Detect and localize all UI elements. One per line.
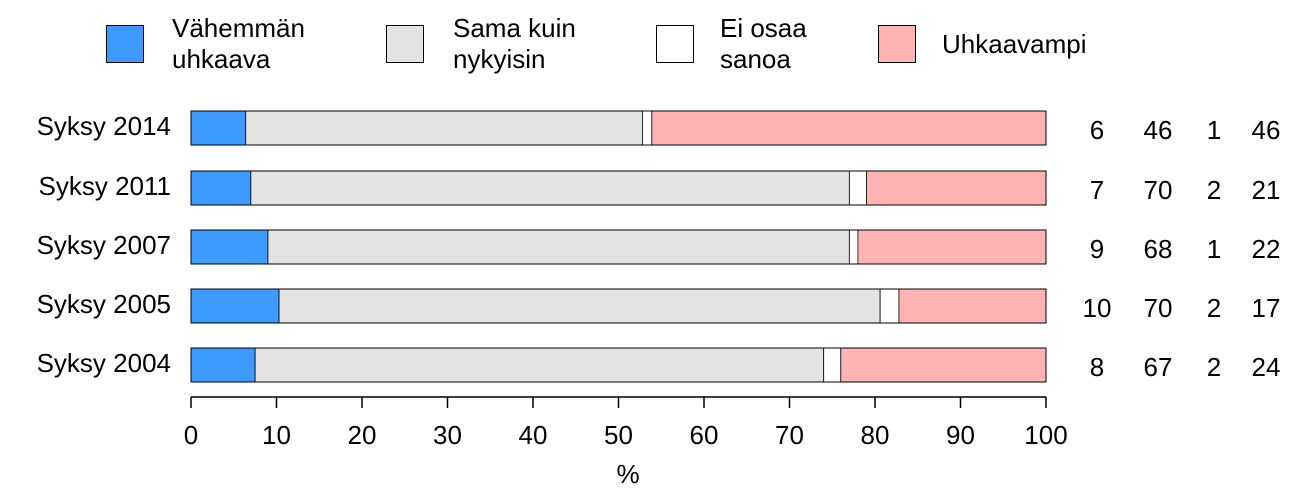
bar-segment [278, 288, 881, 324]
bar-segment [190, 347, 256, 383]
bar-segment [267, 229, 850, 265]
value-label: 22 [1252, 234, 1281, 264]
value-label: 21 [1252, 175, 1281, 205]
value-label: 7 [1090, 175, 1104, 205]
x-tick-label: 50 [604, 420, 633, 450]
x-tick-label: 0 [184, 420, 198, 450]
value-label: 6 [1090, 115, 1104, 145]
bar-segment [245, 110, 643, 146]
bar-segment [651, 110, 1047, 146]
y-tick-label: Syksy 2011 [39, 171, 171, 201]
bar-segment [642, 110, 653, 146]
legend-swatch [656, 25, 694, 63]
bar-segment [190, 288, 280, 324]
y-tick-label: Syksy 2005 [37, 289, 171, 319]
bar-segment [898, 288, 1047, 324]
bar-outline [190, 288, 1047, 324]
value-label: 68 [1144, 234, 1173, 264]
x-tick-label: 80 [861, 420, 890, 450]
value-label: 1 [1207, 234, 1221, 264]
x-tick-label: 30 [433, 420, 462, 450]
bar-segment [879, 288, 900, 324]
legend-label: Ei osaa sanoa [720, 13, 807, 74]
value-label: 2 [1207, 352, 1221, 382]
x-tick-label: 70 [775, 420, 804, 450]
legend-label: Sama kuin nykyisin [453, 13, 576, 74]
value-label: 70 [1144, 293, 1173, 323]
legend-label: Vähemmän uhkaava [172, 13, 305, 74]
value-label: 1 [1207, 115, 1221, 145]
x-tick-label: 90 [946, 420, 975, 450]
bar-segment [857, 229, 1047, 265]
y-tick-label: Syksy 2007 [37, 230, 171, 260]
bar-segment [848, 229, 859, 265]
x-axis-label: % [616, 459, 639, 489]
x-tick-label: 20 [348, 420, 377, 450]
value-label: 46 [1252, 115, 1281, 145]
value-label: 2 [1207, 175, 1221, 205]
bar-outline [190, 347, 1047, 383]
y-tick-label: Syksy 2014 [37, 111, 171, 141]
legend-swatch [878, 25, 916, 63]
legend-swatch [106, 25, 144, 63]
legend-swatch [386, 25, 424, 63]
legend-label: Uhkaavampi [942, 28, 1087, 59]
value-label: 10 [1083, 293, 1112, 323]
value-label: 2 [1207, 293, 1221, 323]
x-tick-label: 40 [519, 420, 548, 450]
value-label: 9 [1090, 234, 1104, 264]
x-tick-label: 60 [690, 420, 719, 450]
bar-segment [190, 170, 252, 206]
bar-segment [190, 110, 247, 146]
bar-segment [250, 170, 850, 206]
value-label: 17 [1252, 293, 1281, 323]
y-tick-label: Syksy 2004 [37, 348, 171, 378]
bar-segment [254, 347, 825, 383]
bar-outline [190, 110, 1047, 146]
value-label: 8 [1090, 352, 1104, 382]
x-tick-label: 100 [1024, 420, 1067, 450]
bar-segment [848, 170, 867, 206]
value-label: 70 [1144, 175, 1173, 205]
bar-outline [190, 170, 1047, 206]
x-tick-label: 10 [262, 420, 291, 450]
bar-segment [866, 170, 1047, 206]
value-label: 46 [1144, 115, 1173, 145]
value-label: 24 [1252, 352, 1281, 382]
bar-segment [840, 347, 1047, 383]
bar-outline [190, 229, 1047, 265]
value-label: 67 [1144, 352, 1173, 382]
bar-segment [190, 229, 269, 265]
bar-segment [823, 347, 842, 383]
